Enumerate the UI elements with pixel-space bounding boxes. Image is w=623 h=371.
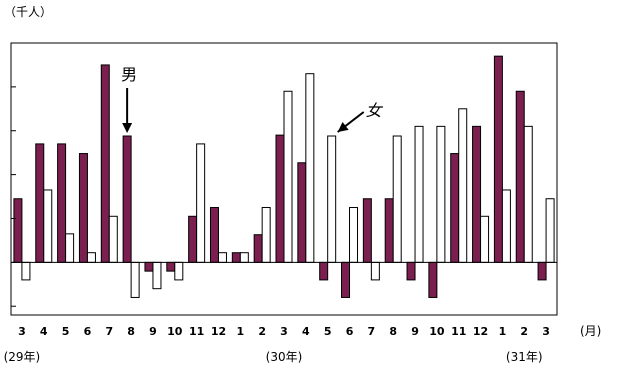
bar-female	[545, 198, 555, 263]
x-tick-label: 11	[451, 325, 466, 338]
x-tick-label: 2	[258, 325, 266, 338]
bars	[13, 55, 555, 298]
bar-male	[275, 134, 285, 263]
bar-male	[35, 143, 45, 263]
bar-female	[349, 207, 359, 263]
bar-female	[86, 252, 96, 263]
bar-male	[78, 153, 88, 263]
y-unit-label: （千人）	[4, 5, 52, 19]
x-tick-label: 3	[280, 325, 288, 338]
bar-male	[100, 64, 110, 263]
x-tick-label: 2	[520, 325, 528, 338]
x-tick-label: 10	[167, 325, 183, 338]
bar-female	[480, 215, 490, 263]
bar-female	[327, 135, 337, 263]
year-label: (30年)	[266, 350, 303, 364]
x-tick-label: 11	[189, 325, 204, 338]
bar-male	[166, 261, 176, 272]
x-tick-label: 5	[62, 325, 70, 338]
bar-female	[283, 90, 293, 263]
bar-male	[428, 261, 438, 298]
bar-female	[501, 189, 511, 263]
arrow-head	[337, 121, 349, 133]
plot-area	[10, 42, 558, 316]
bar-female	[370, 261, 380, 281]
x-tick-label: 4	[302, 325, 310, 338]
bar-male	[122, 135, 132, 263]
bar-female	[21, 261, 31, 281]
annotation-1: 女	[337, 101, 384, 133]
annotation-label: 男	[121, 65, 137, 84]
bar-male	[341, 261, 351, 298]
x-tick-label: 10	[429, 325, 445, 338]
bar-female	[414, 125, 424, 263]
bar-male	[472, 125, 482, 263]
bar-female	[65, 233, 75, 263]
x-tick-label: 7	[105, 325, 113, 338]
x-tick-label: 6	[346, 325, 354, 338]
bar-male	[406, 261, 416, 281]
year-label: (31年)	[506, 350, 543, 364]
bar-female	[130, 261, 140, 298]
bar-female	[43, 189, 53, 263]
x-tick-label: 3	[18, 325, 26, 338]
bar-female	[217, 252, 227, 263]
bar-male	[493, 55, 503, 263]
y-ticks	[11, 42, 16, 307]
year-label: (29年)	[4, 350, 41, 364]
bar-female	[436, 125, 446, 263]
x-tick-label: 5	[324, 325, 332, 338]
series-annotations: 男女	[121, 65, 384, 134]
bar-female	[108, 215, 118, 263]
bar-male	[450, 153, 460, 263]
annotation-label: 女	[366, 101, 384, 120]
x-axis-label: (月)	[580, 324, 601, 338]
x-tick-label: 4	[40, 325, 48, 338]
bar-female	[523, 125, 533, 263]
x-tick-label: 8	[127, 325, 135, 338]
bar-male	[188, 215, 198, 263]
bar-male	[231, 252, 241, 263]
bar-male	[144, 261, 154, 272]
bar-female	[392, 135, 402, 263]
bar-male	[319, 261, 329, 281]
bar-male	[253, 234, 263, 263]
x-tick-label: 6	[84, 325, 92, 338]
bar-female	[305, 73, 315, 263]
bar-male	[537, 261, 547, 281]
bar-female	[239, 252, 249, 263]
x-tick-label: 1	[236, 325, 244, 338]
annotation-0: 男	[121, 65, 137, 134]
bar-male	[384, 198, 394, 263]
x-tick-label: 9	[149, 325, 157, 338]
bar-female	[152, 261, 162, 290]
bar-female	[174, 261, 184, 281]
x-tick-label: 12	[473, 325, 488, 338]
x-tick-label: 3	[542, 325, 550, 338]
x-tick-label: 8	[389, 325, 397, 338]
bar-male	[515, 90, 525, 263]
bar-female	[261, 207, 271, 263]
x-tick-label: 7	[368, 325, 376, 338]
x-tick-labels: 3 4 5 6 7 8 9 10 11 12 1 2 3 4 5 6 7 8 9 10 11 12 1 2 3	[18, 325, 550, 338]
arrow-head	[122, 123, 133, 134]
bar-male	[297, 162, 307, 263]
bar-male	[13, 198, 23, 263]
year-labels: (29年) (30年) (31年)	[4, 350, 543, 364]
bar-female	[458, 108, 468, 263]
x-tick-label: 1	[499, 325, 507, 338]
bar-male	[362, 198, 372, 263]
bar-female	[196, 143, 206, 263]
bar-male	[209, 207, 219, 263]
bar-male	[57, 143, 67, 263]
x-tick-label: 9	[411, 325, 419, 338]
x-tick-label: 12	[211, 325, 226, 338]
